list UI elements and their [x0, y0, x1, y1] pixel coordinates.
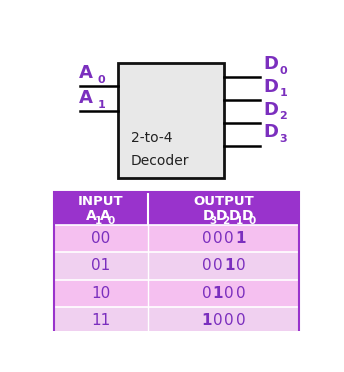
Text: 1: 1 — [235, 231, 246, 246]
Text: D: D — [216, 209, 227, 223]
Text: INPUT: INPUT — [78, 195, 124, 208]
Text: 0: 0 — [236, 286, 245, 301]
Text: 00: 00 — [92, 231, 111, 246]
Text: 2-to-4: 2-to-4 — [131, 131, 172, 145]
Text: 0: 0 — [202, 259, 212, 273]
Text: 1: 1 — [224, 259, 235, 273]
Text: 0: 0 — [202, 231, 212, 246]
Text: 0: 0 — [98, 75, 105, 85]
Text: 0: 0 — [236, 259, 245, 273]
Text: 0: 0 — [224, 231, 234, 246]
Text: D: D — [229, 209, 240, 223]
Text: 1: 1 — [235, 216, 243, 226]
Bar — [54, 225, 299, 252]
Text: 1: 1 — [202, 313, 212, 328]
Text: 0: 0 — [213, 313, 223, 328]
Text: D: D — [263, 78, 278, 96]
Text: 0: 0 — [202, 286, 212, 301]
Text: D: D — [263, 124, 278, 141]
Text: A: A — [86, 209, 97, 223]
Text: 0: 0 — [213, 259, 223, 273]
Text: 1: 1 — [213, 286, 223, 301]
Text: 0: 0 — [108, 216, 115, 226]
Text: 10: 10 — [92, 286, 111, 301]
Text: 0: 0 — [213, 231, 223, 246]
Bar — [118, 63, 224, 178]
Text: 0: 0 — [248, 216, 255, 226]
Text: A: A — [79, 89, 93, 107]
Bar — [54, 307, 299, 334]
Text: 1: 1 — [98, 100, 105, 110]
Bar — [54, 192, 299, 334]
Text: A: A — [79, 64, 93, 82]
Text: 0: 0 — [224, 286, 234, 301]
Text: D: D — [203, 209, 215, 223]
Text: D: D — [241, 209, 253, 223]
Text: 0: 0 — [279, 65, 287, 76]
Text: 0: 0 — [224, 313, 234, 328]
Text: 01: 01 — [92, 259, 111, 273]
Text: D: D — [263, 100, 278, 119]
Text: OUTPUT: OUTPUT — [193, 195, 254, 208]
Text: 0: 0 — [236, 313, 245, 328]
Text: A: A — [100, 209, 110, 223]
Text: Decoder: Decoder — [131, 154, 190, 168]
Bar — [54, 192, 299, 225]
Bar — [54, 252, 299, 279]
Text: 3: 3 — [210, 216, 217, 226]
Text: 3: 3 — [279, 134, 287, 144]
Text: 2: 2 — [279, 111, 287, 121]
Text: D: D — [263, 55, 278, 73]
Text: 1: 1 — [279, 89, 287, 99]
Text: 2: 2 — [223, 216, 230, 226]
Bar — [54, 279, 299, 307]
Text: 1: 1 — [94, 216, 101, 226]
Text: 11: 11 — [92, 313, 111, 328]
